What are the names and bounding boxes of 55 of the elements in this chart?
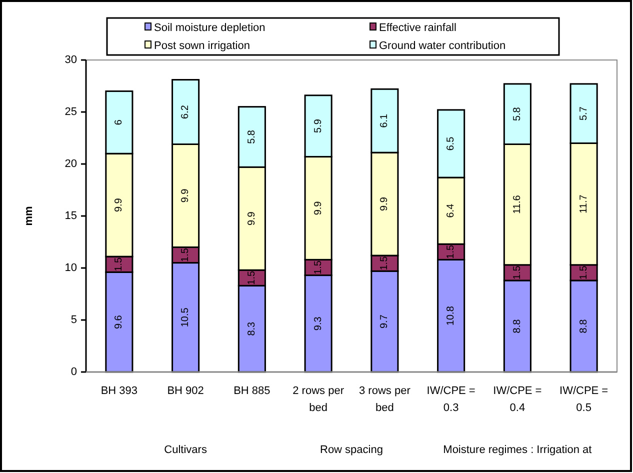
- data-label: 5.7: [578, 106, 590, 121]
- text: Moisture regimes : Irrigation at: [443, 444, 592, 456]
- legend-label: Post sown irrigation: [154, 40, 250, 52]
- data-label: 6.2: [180, 104, 192, 119]
- y-tick-label: 5: [70, 314, 77, 326]
- data-label: 11.7: [578, 194, 590, 214]
- x-tick-label: BH 885: [234, 385, 270, 397]
- data-label: 10.5: [180, 307, 192, 328]
- data-label: 1.5: [312, 260, 324, 274]
- text: Row spacing: [320, 444, 383, 456]
- x-tick-label: 3 rows per bed: [359, 385, 411, 414]
- data-label: 9.6: [114, 314, 125, 330]
- y-tick-label: 15: [64, 210, 77, 222]
- data-label: 6: [114, 119, 125, 126]
- data-label: 9.9: [379, 196, 390, 211]
- data-label: 5.9: [312, 118, 324, 133]
- y-tick-label: 10: [64, 262, 77, 274]
- data-label: 9.9: [114, 198, 125, 212]
- data-label: 5.8: [512, 106, 523, 122]
- data-label: 8.8: [512, 318, 523, 334]
- data-label: 8.3: [246, 321, 258, 336]
- data-label: 1.5: [180, 248, 192, 262]
- data-label: 1.5: [512, 265, 523, 280]
- data-label: 5.8: [246, 130, 258, 144]
- data-label: 9.9: [312, 200, 324, 216]
- y-tick-label: 30: [64, 54, 77, 66]
- y-tick-label: 20: [64, 158, 77, 170]
- x-tick-label: IW/CPE = 0.4: [493, 385, 542, 414]
- x-tick-label: IW/CPE = 0.3: [426, 385, 476, 414]
- data-label: 9.9: [180, 188, 192, 203]
- data-label: 1.5: [246, 270, 258, 285]
- data-label: 1.5: [379, 256, 390, 270]
- x-tick-label: 2 rows per bed: [292, 385, 344, 414]
- y-tick-label: 25: [64, 106, 77, 118]
- text: Cultivars: [164, 444, 208, 456]
- data-label: 1.5: [114, 256, 125, 272]
- y-tick-label: 0: [70, 366, 77, 378]
- data-label: 9.7: [379, 314, 390, 329]
- x-tick-label: BH 902: [167, 385, 204, 397]
- legend-label: Soil moisture depletion: [154, 22, 266, 34]
- x-tick-label: BH 393: [100, 385, 138, 397]
- legend-label: Effective rainfall: [379, 22, 456, 34]
- data-label: 9.9: [246, 211, 258, 226]
- y-axis-title: mm: [23, 206, 35, 226]
- data-label: 10.8: [446, 306, 457, 326]
- data-label: 11.6: [512, 194, 523, 214]
- data-label: 1.5: [446, 244, 457, 259]
- legend-label: Ground water contribution: [379, 40, 506, 52]
- data-label: 8.8: [578, 318, 590, 334]
- data-label: 6.1: [379, 113, 390, 128]
- data-label: 1.5: [578, 265, 590, 280]
- data-label: 6.4: [446, 203, 457, 218]
- data-label: 6.5: [446, 136, 457, 151]
- data-label: 9.3: [312, 316, 324, 331]
- x-tick-label: IW/CPE = 0.5: [560, 385, 608, 414]
